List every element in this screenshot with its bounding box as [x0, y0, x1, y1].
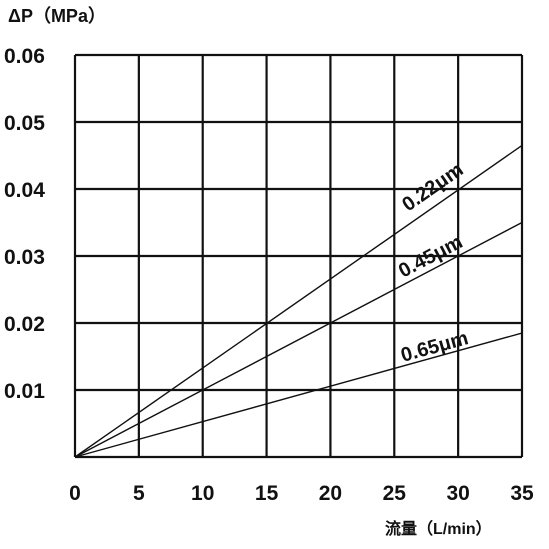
- series-lines: [74, 144, 523, 458]
- y-tick-label-0: 0.01: [4, 380, 45, 403]
- y-tick-label-2: 0.03: [4, 246, 45, 269]
- x-axis-label: 流量（L/min）: [385, 519, 492, 538]
- y-tick-label-1: 0.02: [4, 313, 45, 336]
- series-label-2: 0.65μm: [398, 327, 470, 367]
- x-tick-label-0: 0: [69, 482, 81, 505]
- x-tick-label-6: 30: [446, 482, 469, 505]
- y-tick-label-4: 0.05: [4, 112, 45, 135]
- y-tick-label-5: 0.06: [4, 45, 45, 68]
- y-tick-label-3: 0.04: [4, 179, 45, 202]
- tick-labels: 0 5 10 15 20 25 30 35 0.01 0.02 0.03 0.04 0.05 0.06: [4, 45, 534, 505]
- x-tick-label-4: 20: [319, 482, 342, 505]
- x-tick-label-1: 5: [133, 482, 145, 505]
- x-tick-label-3: 15: [255, 482, 279, 505]
- series-line-2: [74, 332, 523, 458]
- x-tick-label-5: 25: [383, 482, 407, 505]
- y-axis-label: ΔP（MPa）: [8, 6, 106, 26]
- x-tick-label-7: 35: [510, 482, 534, 505]
- x-tick-label-2: 10: [191, 482, 214, 505]
- series-line-0: [74, 144, 523, 458]
- grid: [73, 53, 524, 459]
- series-line-1: [74, 221, 523, 458]
